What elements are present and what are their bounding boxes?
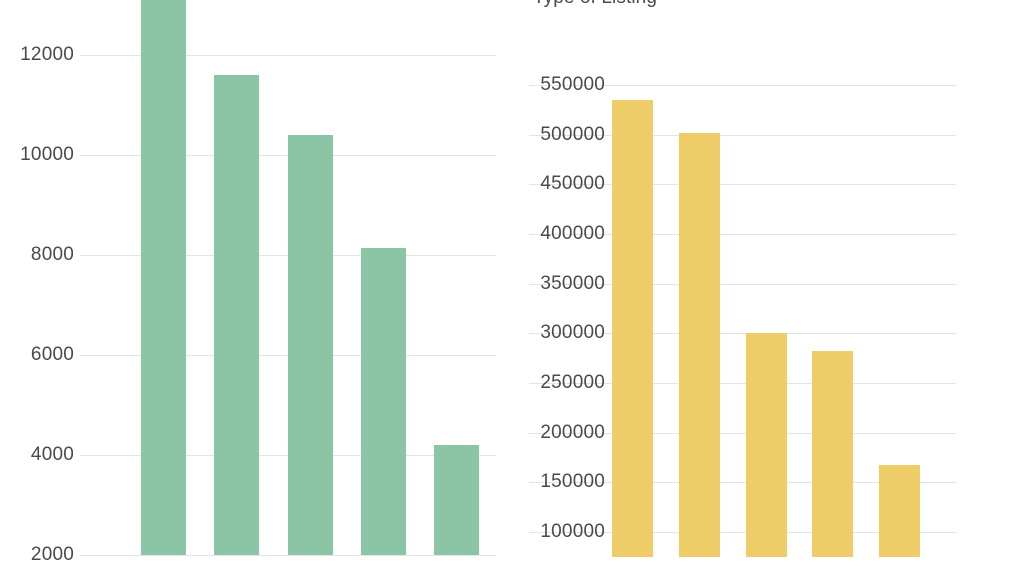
gridline [529, 383, 956, 385]
right-chart-stacked-bars [608, 85, 956, 557]
gridline [529, 333, 956, 335]
bar [678, 132, 720, 557]
gridline [80, 555, 496, 556]
y-axis-tick-label: 400000 [540, 223, 605, 245]
y-axis-tick-label: 500000 [540, 123, 605, 145]
gridline [529, 283, 956, 285]
y-axis-tick-label: 200000 [540, 421, 605, 443]
bar [812, 351, 854, 557]
gridline [529, 234, 956, 236]
y-axis-tick-label: 350000 [540, 272, 605, 294]
right-chart-panel: Type of Listing 550000 500000 450000 400000… [512, 0, 1024, 557]
bar [141, 0, 186, 555]
y-axis-tick-label: 100000 [540, 521, 605, 543]
gridline [80, 55, 496, 56]
bar-segment-yellow [879, 464, 921, 557]
bar-segment-yellow [745, 333, 787, 557]
bar-segment-yellow [812, 351, 854, 557]
y-axis-tick-label: 8000 [30, 244, 74, 265]
bar [360, 247, 406, 555]
bar-segment-yellow [612, 99, 653, 557]
y-axis-tick-label: 10000 [20, 144, 74, 165]
gridline [529, 482, 956, 484]
bar [612, 99, 653, 557]
y-axis-tick-label: 6000 [30, 344, 74, 365]
bar-segment-yellow [678, 132, 720, 557]
y-axis-tick-label: 150000 [540, 471, 605, 493]
left-chart-bars [128, 0, 496, 555]
left-chart-plot-area: 1400012000100008000600040002000 [20, 0, 496, 565]
y-axis-tick-label: 550000 [540, 74, 605, 95]
y-axis-tick-label: 300000 [540, 322, 605, 344]
bar [287, 135, 333, 555]
bar [214, 75, 260, 555]
gridline [529, 134, 956, 136]
gridline [529, 85, 956, 86]
gridline [529, 184, 956, 186]
left-chart-panel: 1400012000100008000600040002000 [0, 0, 512, 565]
right-chart-plot-area: 550000 500000 450000 400000 350000 300000 2500… [529, 74, 956, 557]
bar [879, 464, 921, 557]
gridline [529, 432, 956, 434]
y-axis-tick-label: 250000 [540, 372, 605, 394]
bar [434, 445, 480, 555]
y-axis-tick-label: 12000 [20, 44, 74, 65]
bar [745, 333, 787, 557]
y-axis-tick-label: 4000 [30, 444, 74, 465]
right-chart-title: Type of Listing [533, 0, 657, 9]
y-axis-tick-label: 2000 [30, 544, 74, 565]
y-axis-tick-label: 450000 [540, 173, 605, 195]
